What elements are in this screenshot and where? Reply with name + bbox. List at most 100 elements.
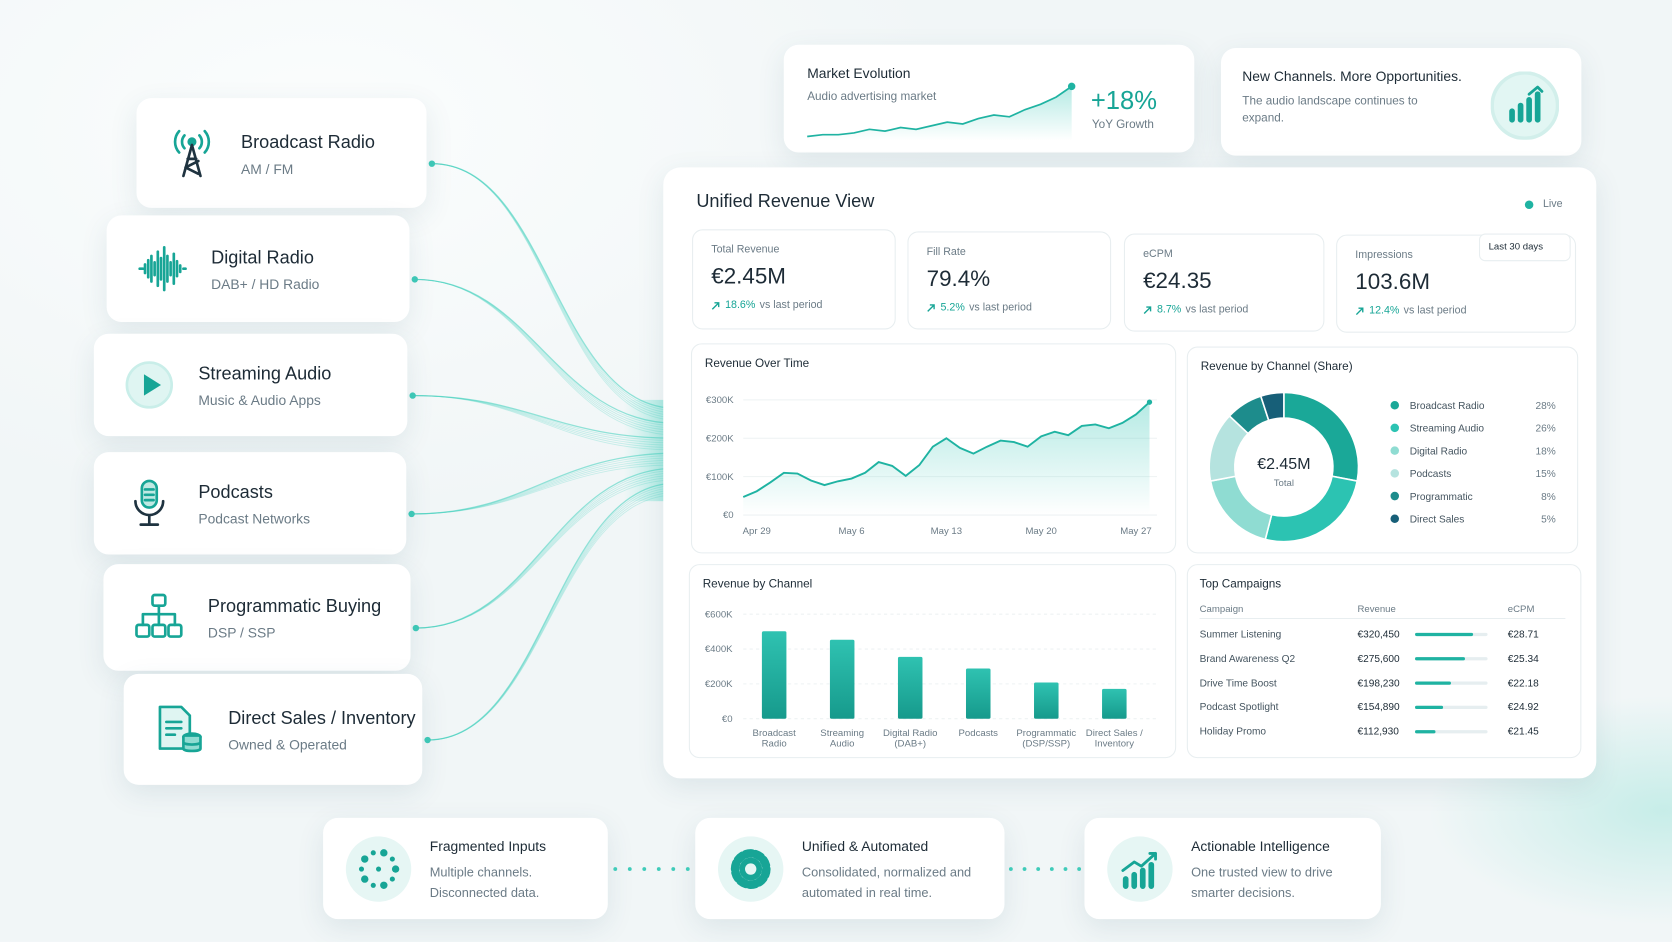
icon-part <box>370 882 376 888</box>
channel-name: Digital Radio <box>211 247 314 268</box>
icon-part <box>1107 836 1173 902</box>
opportunity-text: The audio landscape continues to expand. <box>1242 94 1418 125</box>
connector <box>415 472 678 629</box>
column-header: Campaign <box>1199 603 1244 615</box>
channel-card <box>103 564 411 671</box>
channel-name: Podcasts <box>198 481 273 503</box>
step-icon <box>717 836 784 902</box>
chart-title: Revenue Over Time <box>704 357 810 371</box>
connector <box>427 487 678 741</box>
channel-icon <box>138 246 187 292</box>
connector-dot <box>412 624 420 632</box>
kpi-card <box>1123 233 1325 332</box>
kpi-card <box>907 231 1112 330</box>
market-title: Market Evolution <box>807 65 911 82</box>
channel-detail: AM / FM <box>240 160 294 177</box>
x-tick-label: Direct Sales / Inventory <box>1085 727 1143 749</box>
x-tick-label: Programmatic (DSP/SSP) <box>1016 727 1077 749</box>
connector <box>415 479 678 629</box>
campaign-name: Podcast Spotlight <box>1199 702 1279 714</box>
icon-part <box>134 499 165 526</box>
kpi-change-line: 8.7% vs last period <box>1157 304 1248 316</box>
icon-part <box>380 849 388 857</box>
icon-part <box>1122 861 1155 889</box>
connector-dot <box>411 276 419 283</box>
connector <box>431 163 678 414</box>
connector <box>414 278 678 429</box>
connector <box>411 459 678 515</box>
icon-part <box>165 720 183 737</box>
dashboard-title: Unified Revenue View <box>696 190 875 212</box>
icon-part <box>391 865 400 873</box>
campaigns-panel <box>1186 564 1582 759</box>
kpi-change-note: vs last period <box>759 299 823 312</box>
channel-name: Programmatic Buying <box>207 596 382 617</box>
icon-part <box>358 866 365 872</box>
chart-title: Revenue by Channel (Share) <box>1200 360 1353 374</box>
icon-part <box>151 623 167 638</box>
connector <box>412 395 678 442</box>
channel-detail: Owned & Operated <box>228 736 347 753</box>
connector <box>411 464 678 515</box>
connector <box>415 470 678 629</box>
opportunity-icon <box>1490 71 1559 140</box>
icon-part <box>1121 851 1157 872</box>
kpi-change: 12.4% <box>1369 304 1400 317</box>
icon-part <box>389 876 395 882</box>
channel-icon <box>135 593 183 638</box>
step-title: Fragmented Inputs <box>429 838 547 855</box>
channel-detail: Podcast Networks <box>198 510 311 527</box>
channel-name: Broadcast Radio <box>240 131 376 152</box>
connector <box>412 395 678 449</box>
connector <box>415 477 678 629</box>
icon-part <box>1490 71 1559 140</box>
channel-icon <box>158 705 202 753</box>
campaign-revenue: €320,450 <box>1357 629 1400 641</box>
kpi-change: 5.2% <box>940 301 965 314</box>
campaign-revenue: €198,230 <box>1357 677 1400 690</box>
icon-part <box>143 488 155 502</box>
kpi-label: eCPM <box>1143 248 1173 261</box>
campaign-revenue: €154,890 <box>1357 702 1400 714</box>
icon-part <box>370 850 376 856</box>
kpi-value: €2.45M <box>711 264 786 289</box>
kpi-change: 18.6% <box>725 299 756 312</box>
connector <box>411 462 678 515</box>
icon-part <box>143 374 162 396</box>
campaign-revenue: €275,600 <box>1357 653 1400 666</box>
connector <box>412 395 678 446</box>
icon-part <box>173 129 211 154</box>
campaign-name: Summer Listening <box>1199 629 1282 641</box>
connector <box>411 455 678 515</box>
channel-name: Streaming Audio <box>198 363 332 384</box>
channel-detail: DSP / SSP <box>207 624 276 641</box>
step-text: Multiple channels. Disconnected data. <box>429 864 540 900</box>
step-title: Actionable Intelligence <box>1191 838 1330 855</box>
campaign-ecpm: €21.45 <box>1507 726 1539 739</box>
channel-icon <box>134 479 165 526</box>
chart-title: Revenue by Channel <box>702 577 813 591</box>
step-title: Unified & Automated <box>801 838 929 855</box>
icon-part <box>151 593 167 608</box>
step-text: One trusted view to drive smarter decisi… <box>1191 864 1333 900</box>
connector <box>427 494 678 741</box>
campaign-ecpm: €25.34 <box>1507 653 1539 666</box>
connector-dot <box>408 510 415 518</box>
donut-panel <box>1186 346 1579 554</box>
kpi-card <box>692 229 896 330</box>
icon-part <box>1509 91 1541 123</box>
x-tick-label: Digital Radio (DAB+) <box>883 727 938 749</box>
icon-part <box>1527 85 1544 96</box>
connector <box>431 163 678 421</box>
kpi-change-note: vs last period <box>1185 303 1249 316</box>
connector <box>415 467 678 629</box>
channel-icon <box>125 361 174 409</box>
kpi-value: €24.35 <box>1143 268 1212 294</box>
icon-part <box>380 881 388 889</box>
kpi-label: Fill Rate <box>926 246 966 259</box>
connector <box>427 482 678 741</box>
connector <box>414 278 678 436</box>
kpi-change-line: 5.2% vs last period <box>941 302 1032 314</box>
